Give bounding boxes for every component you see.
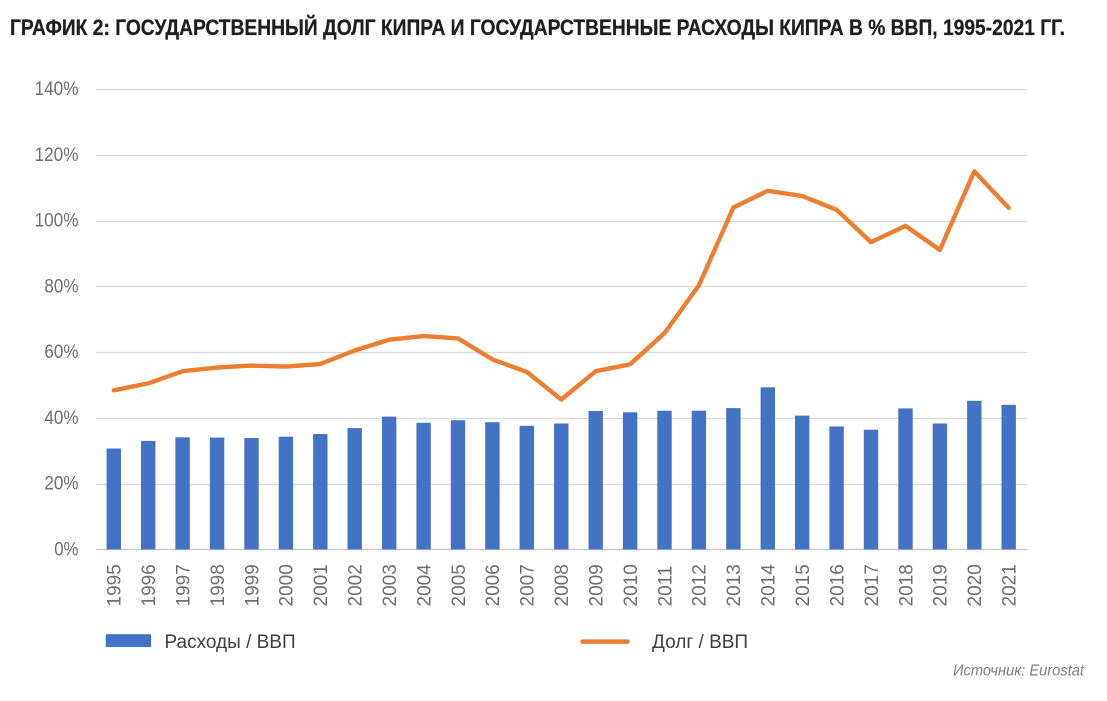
svg-text:140%: 140% (35, 79, 79, 100)
svg-text:2012: 2012 (690, 564, 711, 606)
svg-text:2011: 2011 (655, 566, 676, 607)
svg-text:40%: 40% (44, 408, 78, 429)
svg-text:2021: 2021 (1000, 564, 1021, 606)
svg-text:2019: 2019 (931, 564, 952, 606)
svg-text:Источник: Eurostat: Источник: Eurostat (953, 663, 1085, 680)
svg-text:2003: 2003 (380, 564, 401, 606)
svg-text:2013: 2013 (724, 564, 745, 606)
svg-text:2004: 2004 (414, 564, 435, 607)
svg-text:2000: 2000 (277, 564, 298, 606)
svg-text:1999: 1999 (242, 564, 263, 606)
svg-text:2017: 2017 (862, 564, 883, 606)
svg-text:80%: 80% (44, 276, 78, 297)
svg-text:2001: 2001 (311, 564, 332, 606)
svg-text:2005: 2005 (449, 564, 470, 606)
svg-text:Расходы / ВВП: Расходы / ВВП (165, 632, 296, 653)
svg-text:2015: 2015 (793, 564, 814, 606)
svg-text:1998: 1998 (208, 564, 229, 606)
svg-text:1997: 1997 (173, 564, 194, 606)
svg-text:Долг / ВВП: Долг / ВВП (652, 632, 748, 653)
svg-text:1995: 1995 (105, 564, 126, 606)
svg-text:120%: 120% (35, 145, 79, 166)
svg-text:60%: 60% (44, 342, 78, 363)
svg-text:2007: 2007 (518, 564, 539, 606)
svg-text:2014: 2014 (759, 564, 780, 607)
svg-text:2010: 2010 (621, 564, 642, 606)
svg-text:1996: 1996 (139, 564, 160, 606)
svg-text:2008: 2008 (552, 564, 573, 606)
svg-text:2020: 2020 (965, 564, 986, 606)
svg-text:20%: 20% (44, 474, 78, 495)
svg-text:0%: 0% (54, 539, 78, 560)
svg-text:2016: 2016 (827, 564, 848, 606)
svg-text:2002: 2002 (346, 564, 367, 606)
svg-text:100%: 100% (35, 211, 79, 232)
svg-text:2006: 2006 (483, 564, 504, 606)
svg-text:ГРАФИК 2: ГОСУДАРСТВЕННЫЙ ДОЛГ: ГРАФИК 2: ГОСУДАРСТВЕННЫЙ ДОЛГ КИПРА И Г… (10, 15, 1065, 40)
svg-text:2009: 2009 (587, 564, 608, 606)
svg-text:2018: 2018 (896, 564, 917, 606)
